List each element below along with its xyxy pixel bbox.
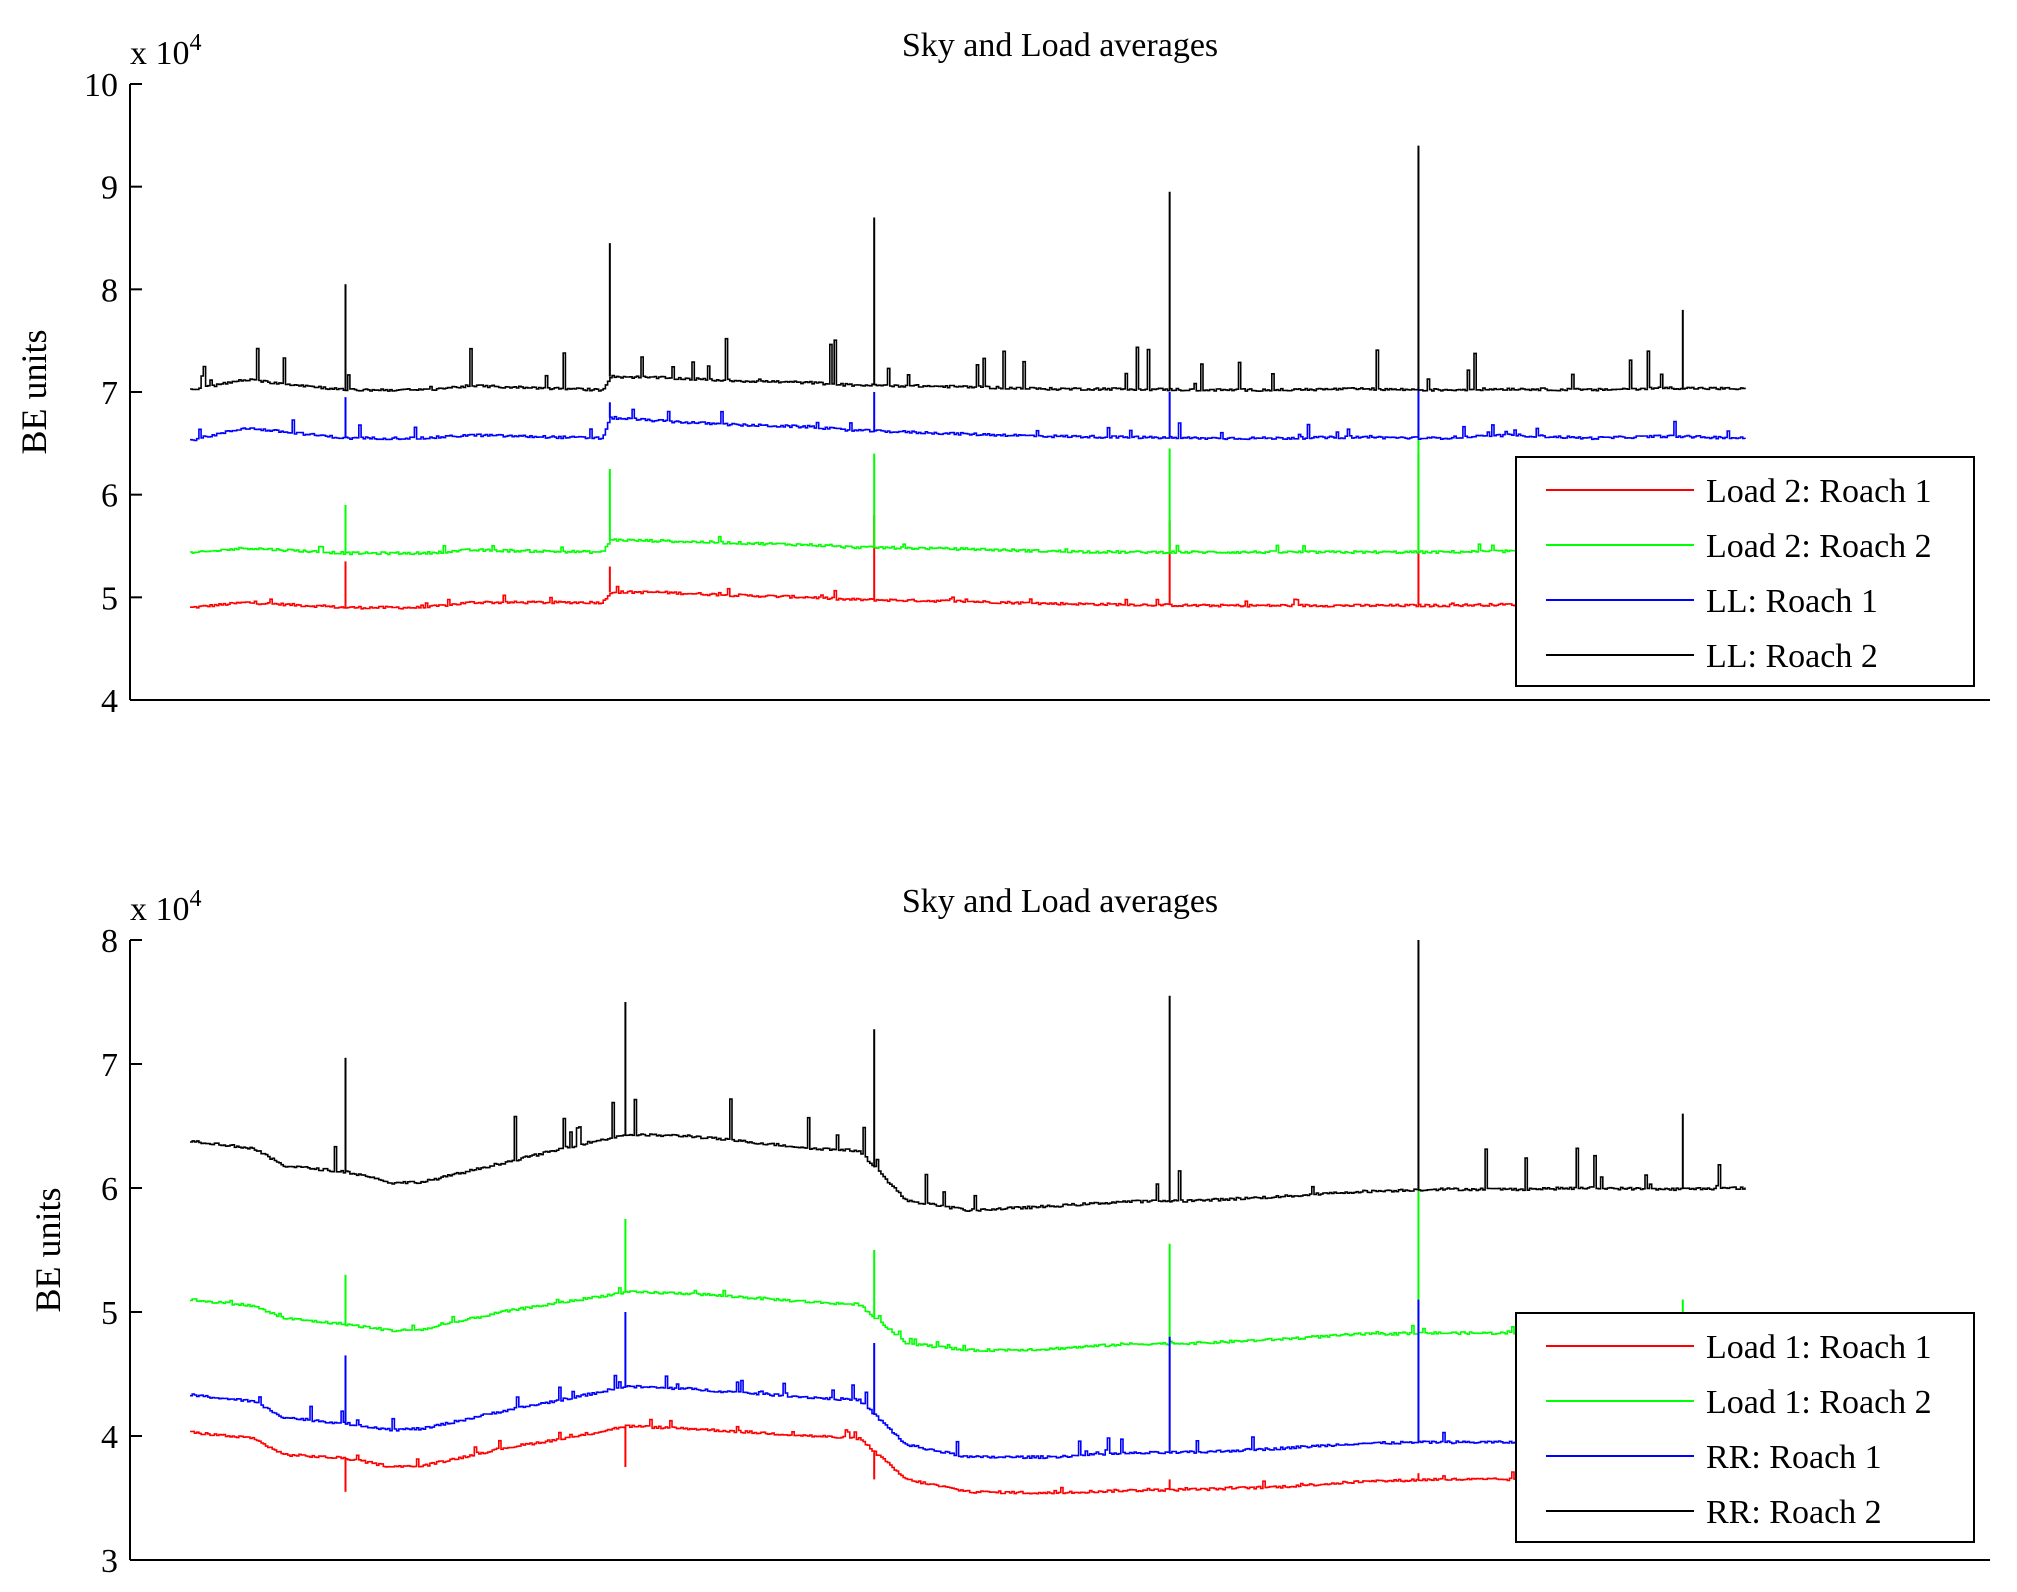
- chart-panel-bottom: 3 4 5 6 7 8 Sky and Load averages BE units x …: [28, 883, 1990, 1580]
- y-tick-label: 7: [101, 375, 118, 412]
- series-line: [190, 535, 1746, 556]
- y-tick-label: 8: [101, 923, 118, 960]
- legend-label: RR: Roach 2: [1706, 1494, 1882, 1531]
- y-tick-label: 4: [101, 1419, 118, 1456]
- plot-area-top: [190, 145, 1746, 610]
- y-ticks-bottom: 3 4 5 6 7 8: [101, 923, 142, 1580]
- legend-label: RR: Roach 1: [1706, 1439, 1882, 1476]
- chart-title: Sky and Load averages: [902, 27, 1218, 64]
- legend-top: Load 2: Roach 1 Load 2: Roach 2 LL: Roach …: [1515, 456, 1975, 687]
- y-tick-label: 7: [101, 1047, 118, 1084]
- legend-label: Load 2: Roach 2: [1706, 528, 1932, 565]
- y-tick-label: 5: [101, 580, 118, 617]
- y-tick-label: 6: [101, 478, 118, 515]
- y-axis-label: BE units: [28, 1187, 68, 1312]
- legend-label: LL: Roach 2: [1706, 638, 1878, 675]
- legend-box: [1515, 1312, 1975, 1543]
- axis-exponent-power: 4: [190, 30, 202, 56]
- y-tick-label: 10: [84, 67, 118, 104]
- y-tick-label: 3: [101, 1543, 118, 1580]
- legend-box: [1515, 456, 1975, 687]
- y-tick-label: 6: [101, 1171, 118, 1208]
- series-line: [190, 408, 1746, 442]
- y-tick-label: 4: [101, 683, 118, 720]
- y-axis-label: BE units: [14, 329, 54, 454]
- legend-label: LL: Roach 1: [1706, 583, 1878, 620]
- y-ticks-top: 4 5 6 7 8 9 10: [84, 67, 142, 720]
- series-line: [190, 1374, 1746, 1460]
- series-line: [190, 1098, 1746, 1212]
- axis-exponent-power: 4: [190, 886, 202, 912]
- series-line: [190, 1418, 1746, 1495]
- y-tick-label: 9: [101, 170, 118, 207]
- y-tick-label: 5: [101, 1295, 118, 1332]
- axis-exponent: x 104: [130, 886, 202, 928]
- series-line: [190, 337, 1746, 393]
- axis-exponent: x 104: [130, 30, 202, 72]
- legend-label: Load 1: Roach 1: [1706, 1329, 1932, 1366]
- legend-label: Load 1: Roach 2: [1706, 1384, 1932, 1421]
- series-line: [190, 1287, 1746, 1353]
- plot-area-bottom: [190, 940, 1746, 1495]
- legend-label: Load 2: Roach 1: [1706, 473, 1932, 510]
- series-line: [190, 585, 1746, 610]
- y-tick-label: 8: [101, 272, 118, 309]
- chart-title: Sky and Load averages: [902, 883, 1218, 920]
- legend-bottom: Load 1: Roach 1 Load 1: Roach 2 RR: Roach …: [1515, 1312, 1975, 1543]
